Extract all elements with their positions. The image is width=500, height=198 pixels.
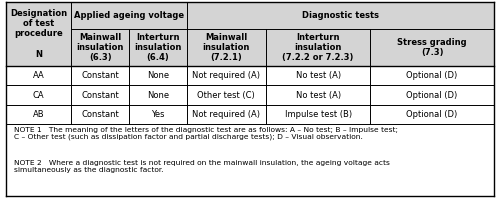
Text: None: None — [146, 91, 169, 100]
Text: Mainwall
insulation
(7.2.1): Mainwall insulation (7.2.1) — [202, 32, 250, 62]
Text: Yes: Yes — [151, 110, 164, 119]
Text: Mainwall
insulation
(6.3): Mainwall insulation (6.3) — [76, 32, 124, 62]
Bar — [6, 2, 494, 66]
Text: Designation
of test
procedure

N: Designation of test procedure N — [10, 9, 68, 59]
Text: Diagnostic tests: Diagnostic tests — [302, 11, 379, 20]
Text: Constant: Constant — [82, 91, 119, 100]
Text: Impulse test (B): Impulse test (B) — [284, 110, 352, 119]
Text: Constant: Constant — [82, 110, 119, 119]
Text: Interturn
insulation
(7.2.2 or 7.2.3): Interturn insulation (7.2.2 or 7.2.3) — [282, 32, 354, 62]
Text: No test (A): No test (A) — [296, 71, 341, 80]
Text: AB: AB — [33, 110, 44, 119]
Text: Applied ageing voltage: Applied ageing voltage — [74, 11, 184, 20]
Text: Stress grading
(7.3): Stress grading (7.3) — [397, 38, 467, 57]
Text: NOTE 1   The meaning of the letters of the diagnostic test are as follows: A – N: NOTE 1 The meaning of the letters of the… — [14, 127, 398, 140]
Text: Other test (C): Other test (C) — [198, 91, 255, 100]
Text: Optional (D): Optional (D) — [406, 91, 458, 100]
Text: Constant: Constant — [82, 71, 119, 80]
Text: NOTE 2   Where a diagnostic test is not required on the mainwall insulation, the: NOTE 2 Where a diagnostic test is not re… — [14, 160, 390, 173]
Text: Optional (D): Optional (D) — [406, 110, 458, 119]
Text: No test (A): No test (A) — [296, 91, 341, 100]
Text: Not required (A): Not required (A) — [192, 110, 260, 119]
Text: Optional (D): Optional (D) — [406, 71, 458, 80]
Text: AA: AA — [33, 71, 44, 80]
Text: None: None — [146, 71, 169, 80]
Text: CA: CA — [33, 91, 44, 100]
Text: Not required (A): Not required (A) — [192, 71, 260, 80]
Text: Interturn
insulation
(6.4): Interturn insulation (6.4) — [134, 32, 182, 62]
